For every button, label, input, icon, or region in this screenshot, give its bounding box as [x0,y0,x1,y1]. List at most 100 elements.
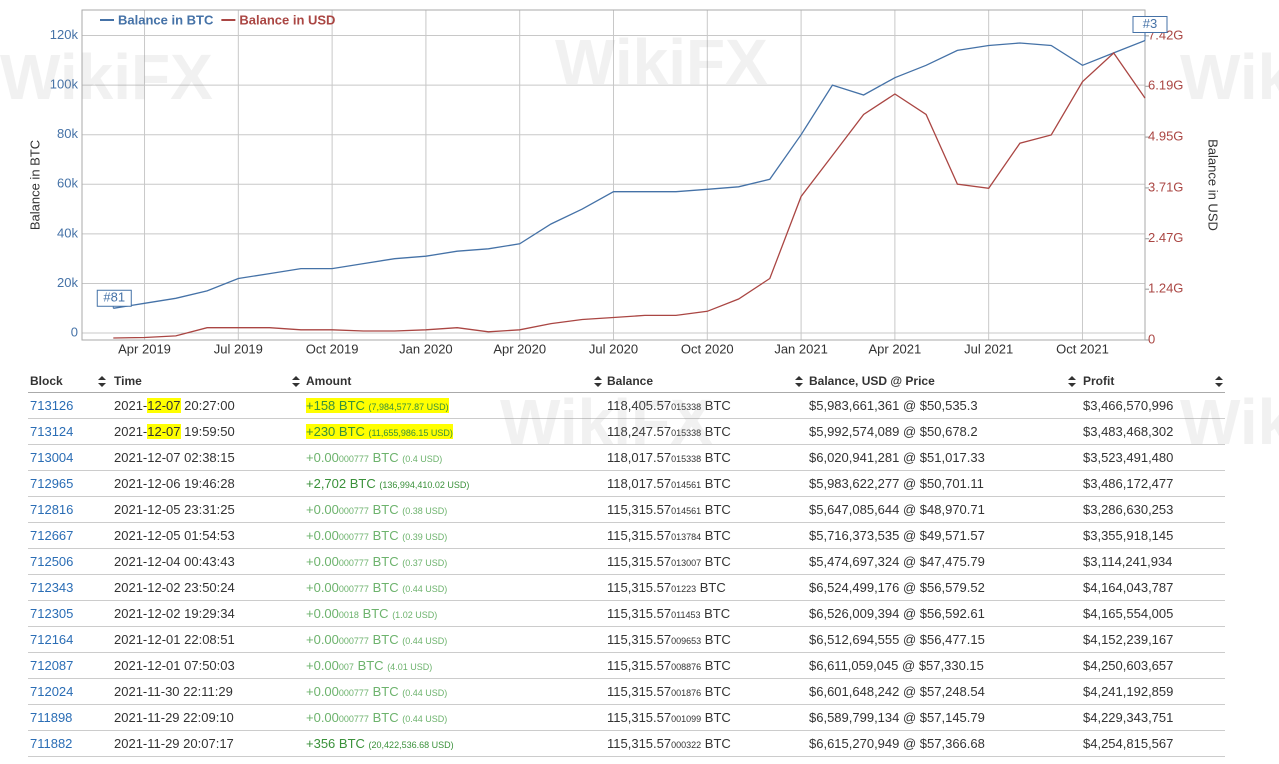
block-link[interactable]: 712816 [30,502,74,517]
time-year: 2021- [114,736,148,751]
time-day: 12-05 [147,528,181,543]
balance-unit: BTC [704,606,731,621]
time-day: 12-07 [147,398,181,413]
amount-cell: +158 BTC (7,984,577.87 USD) [306,393,449,418]
sort-icon[interactable] [292,376,300,387]
balance-main: 115,315.57 [607,554,672,569]
x-tick-label: Jul 2021 [964,341,1013,356]
block-link[interactable]: 711882 [30,736,73,751]
amount-cell: +0.00000777 BTC (0.44 USD) [306,627,447,652]
block-link[interactable]: 712965 [30,476,74,491]
x-tick-label: Jul 2019 [214,341,263,356]
block-link[interactable]: 711898 [30,710,73,725]
header-cell[interactable]: Balance [607,374,654,388]
profit-cell: $4,250,603,657 [1083,658,1174,673]
block-link[interactable]: 713124 [30,424,74,439]
amount-unit: BTC [338,736,365,751]
balance-cell: 115,315.57001876 BTC [607,679,731,704]
time-clock: 19:59:50 [184,424,235,439]
x-tick-label: Apr 2019 [118,341,171,356]
block-link[interactable]: 712305 [30,606,74,621]
table-row: 712667 2021-12-05 01:54:53 +0.00000777 BTC… [28,523,1225,549]
flag: #3 [1132,16,1168,41]
amount-main: +0.00 [306,580,339,595]
amount: +0.00007 BTC (4.01 USD) [306,658,432,673]
balance-cell: 115,315.57013007 BTC [607,549,731,574]
profit-cell: $3,355,918,145 [1083,528,1174,543]
time-clock: 07:50:03 [184,658,235,673]
amount-main: +356 [306,736,336,751]
x-tick-label: Oct 2020 [681,341,734,356]
block-cell: 712816 [30,497,73,522]
balance-small-digits: 01223 [671,584,697,594]
header-cell[interactable]: Balance, USD @ Price [809,374,935,388]
balance-small-digits: 000322 [671,740,702,750]
block-link[interactable]: 712164 [30,632,74,647]
time-year: 2021- [114,476,148,491]
sort-icon[interactable] [594,376,602,387]
flag-box [96,289,132,307]
sort-icon[interactable] [1068,376,1076,387]
block-link[interactable]: 713004 [30,450,74,465]
balance-cell: 115,315.57000322 BTC [607,731,731,756]
block-link[interactable]: 712024 [30,684,74,699]
amount: +356 BTC (20,422,536.68 USD) [306,736,454,751]
table-row: 712087 2021-12-01 07:50:03 +0.00007 BTC (4… [28,653,1225,679]
block-link[interactable]: 712087 [30,658,74,673]
amount: +0.00000777 BTC (0.44 USD) [306,710,447,725]
table-row: 712024 2021-11-30 22:11:29 +0.00000777 BTC… [28,679,1225,705]
block-link[interactable]: 712343 [30,580,74,595]
time-year: 2021- [114,580,148,595]
balance-main: 115,315.57 [607,736,672,751]
time-day: 12-06 [147,476,181,491]
amount-unit: BTC [372,528,399,543]
amount-cell: +0.00007 BTC (4.01 USD) [306,653,432,678]
usd-price-cell: $6,601,648,242 @ $57,248.54 [809,684,985,699]
sort-icon[interactable] [1215,376,1223,387]
amount-cell: +0.00000777 BTC (0.44 USD) [306,679,447,704]
header-cell[interactable]: Block [30,374,63,388]
header-cell[interactable]: Profit [1083,374,1115,388]
block-link[interactable]: 712667 [30,528,74,543]
balance-cell: 115,315.57014561 BTC [607,497,731,522]
y-tick-label: 40k [57,225,78,240]
usd-price-cell: $5,983,661,361 @ $50,535.3 [809,398,978,413]
balance-main: 115,315.57 [607,710,672,725]
block-link[interactable]: 713126 [30,398,74,413]
time-day: 11-30 [147,684,180,699]
time-cell: 2021-12-01 22:08:51 [114,627,235,652]
flag-label: #3 [1143,16,1157,31]
time-cell: 2021-11-30 22:11:29 [114,679,233,704]
time-day: 12-01 [147,658,181,673]
y2-tick-label: 1.24G [1148,281,1183,296]
time-clock: 23:50:24 [184,580,235,595]
y-tick-label: 60k [57,176,78,191]
time-year: 2021- [114,606,148,621]
amount-usd: (20,422,536.68 USD) [368,740,454,750]
usd-price-cell: $5,716,373,535 @ $49,571.57 [809,528,985,543]
balance-main: 115,315.57 [607,684,672,699]
amount-main: +0.00 [306,710,339,725]
balance-small-digits: 015338 [671,454,702,464]
header-cell[interactable]: Amount [306,374,352,388]
profit-cell: $4,229,343,751 [1083,710,1174,725]
balance-main: 115,315.57 [607,502,672,517]
balance-unit: BTC [704,684,731,699]
sort-icon[interactable] [795,376,803,387]
balance-cell: 118,247.57015338 BTC [607,419,731,444]
y-tick-label: 0 [71,324,78,339]
sort-icon[interactable] [98,376,106,387]
table-row: 712164 2021-12-01 22:08:51 +0.00000777 BTC… [28,627,1225,653]
table-row: 712305 2021-12-02 19:29:34 +0.000018 BTC (… [28,601,1225,627]
amount-cell: +0.000018 BTC (1.02 USD) [306,601,437,626]
amount-cell: +0.00000777 BTC (0.44 USD) [306,575,447,600]
usd-price-cell: $5,992,574,089 @ $50,678.2 [809,424,978,439]
block-link[interactable]: 712506 [30,554,74,569]
header-cell[interactable]: Time [114,374,142,388]
usd-price-cell: $6,615,270,949 @ $57,366.68 [809,736,985,751]
y2-tick-label: 0 [1148,331,1155,346]
balance-small-digits: 013784 [671,532,702,542]
y-tick-label: 20k [57,275,78,290]
amount-cell: +2,702 BTC (136,994,410.02 USD) [306,471,469,496]
